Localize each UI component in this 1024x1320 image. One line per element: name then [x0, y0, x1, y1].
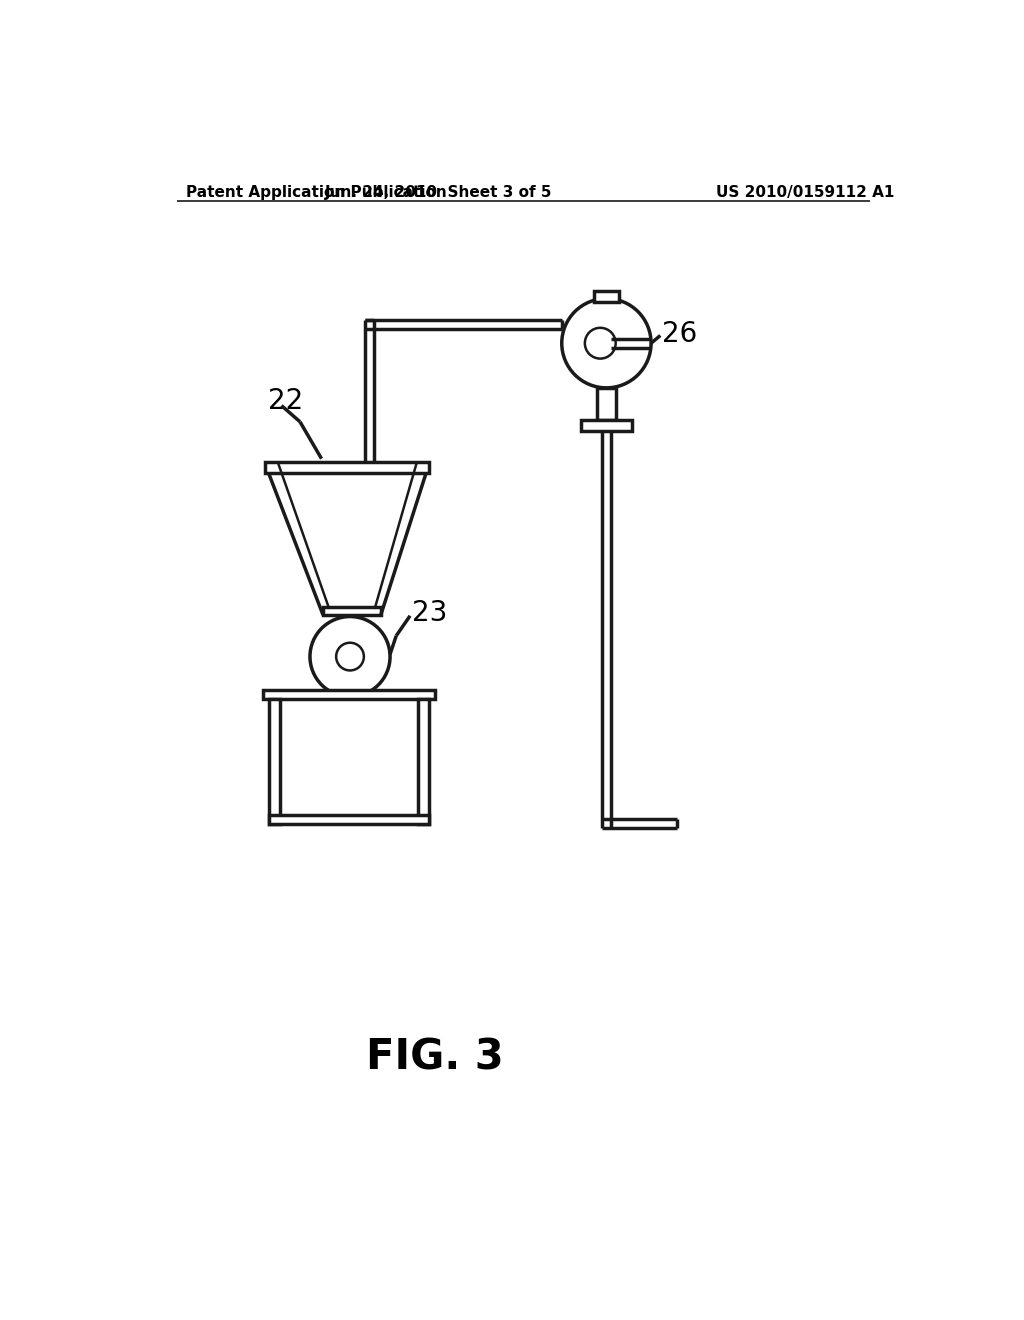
Text: 26: 26: [662, 319, 697, 348]
Bar: [418, 700, 429, 825]
Text: US 2010/0159112 A1: US 2010/0159112 A1: [716, 185, 894, 201]
Text: 22: 22: [267, 387, 303, 414]
Text: 23: 23: [412, 599, 447, 627]
Bar: [269, 700, 280, 825]
Circle shape: [562, 298, 651, 388]
Bar: [263, 689, 435, 700]
Text: FIG. 3: FIG. 3: [366, 1036, 504, 1078]
Circle shape: [310, 616, 390, 697]
Circle shape: [336, 643, 364, 671]
Bar: [269, 816, 429, 825]
Bar: [323, 607, 381, 615]
Bar: [594, 290, 618, 302]
Bar: [265, 462, 429, 473]
Text: Patent Application Publication: Patent Application Publication: [186, 185, 446, 201]
Circle shape: [585, 327, 615, 359]
Text: Jun. 24, 2010  Sheet 3 of 5: Jun. 24, 2010 Sheet 3 of 5: [325, 185, 552, 201]
Bar: [597, 388, 615, 420]
Bar: [581, 420, 632, 430]
